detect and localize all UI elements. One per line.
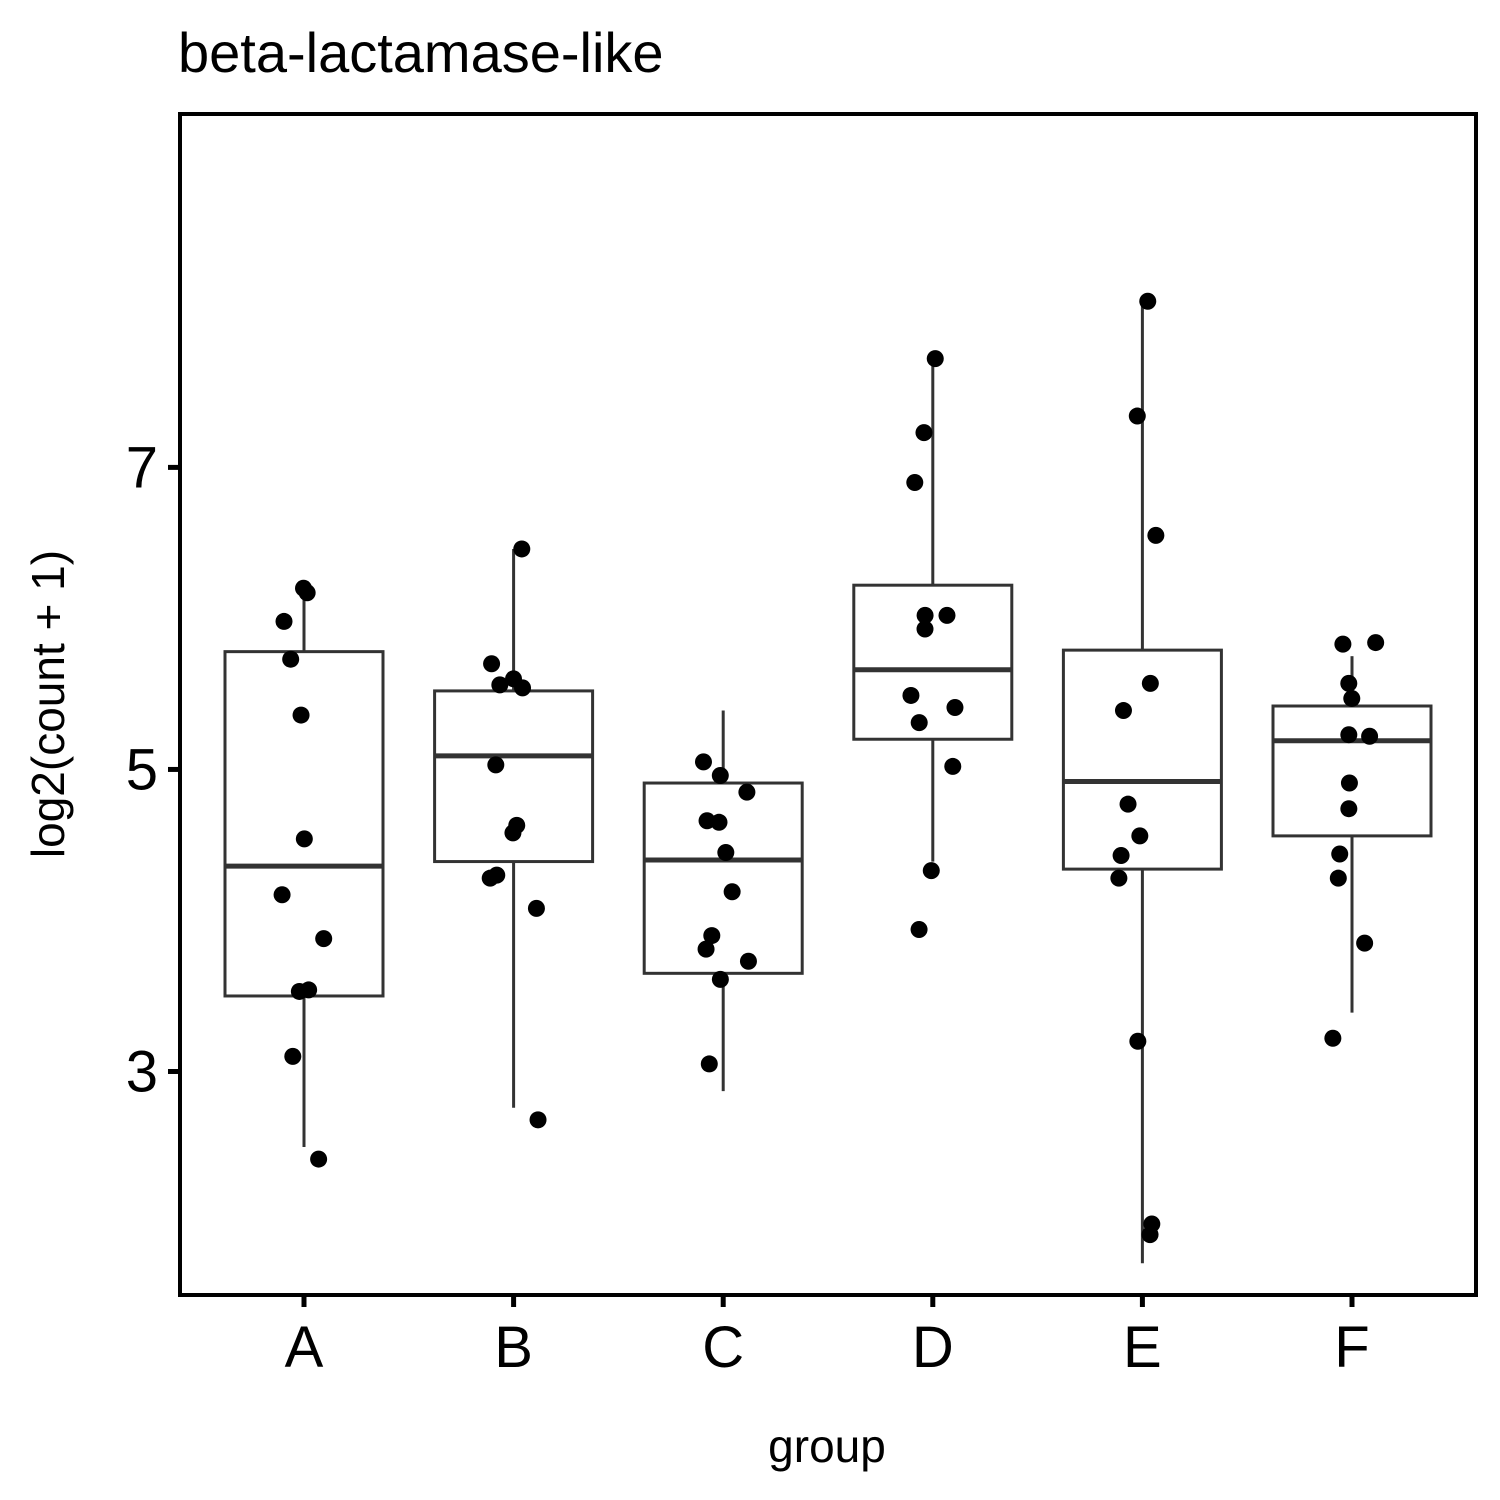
point-e-9 <box>1110 869 1128 887</box>
point-e-3 <box>1147 526 1165 544</box>
point-b-10 <box>481 869 499 887</box>
point-a-2 <box>298 584 316 602</box>
point-f-10 <box>1329 869 1347 887</box>
point-f-11 <box>1356 934 1374 952</box>
x-axis-label: group <box>768 1420 886 1472</box>
box-d <box>852 583 1014 741</box>
point-d-4 <box>938 606 956 624</box>
point-b-5 <box>514 679 532 697</box>
y-tick-label-7: 7 <box>126 435 158 500</box>
point-a-5 <box>292 706 310 724</box>
point-e-2 <box>1128 407 1146 425</box>
point-d-8 <box>946 699 964 717</box>
point-f-6 <box>1361 727 1379 745</box>
point-c-6 <box>717 844 735 862</box>
point-a-10 <box>290 982 308 1000</box>
point-c-10 <box>739 952 757 970</box>
y-axis: 3 5 7 <box>126 435 180 1104</box>
point-d-1 <box>926 350 944 368</box>
point-c-11 <box>711 970 729 988</box>
point-b-11 <box>527 899 545 917</box>
point-d-9 <box>910 714 928 732</box>
point-a-3 <box>275 612 293 630</box>
point-b-2 <box>483 655 501 673</box>
x-tick-label-a: A <box>285 1315 324 1380</box>
point-b-4 <box>491 676 509 694</box>
point-c-8 <box>703 927 721 945</box>
point-c-12 <box>700 1055 718 1073</box>
point-e-1 <box>1139 292 1157 310</box>
box-a <box>223 650 385 998</box>
point-c-3 <box>738 783 756 801</box>
point-e-12 <box>1141 1226 1159 1244</box>
x-axis: A B C D E F <box>285 1295 1370 1380</box>
point-f-5 <box>1340 726 1358 744</box>
point-a-4 <box>282 650 300 668</box>
x-tick-label-e: E <box>1123 1315 1162 1380</box>
point-b-1 <box>513 540 531 558</box>
point-f-12 <box>1324 1029 1342 1047</box>
point-b-6 <box>487 756 505 774</box>
point-c-7 <box>723 883 741 901</box>
point-c-2 <box>711 766 729 784</box>
point-f-9 <box>1331 845 1349 863</box>
point-f-3 <box>1340 674 1358 692</box>
x-tick-label-b: B <box>494 1315 533 1380</box>
box-b <box>433 689 595 864</box>
point-d-2 <box>915 424 933 442</box>
x-tick-label-f: F <box>1334 1315 1369 1380</box>
plot-content <box>223 292 1433 1264</box>
point-d-11 <box>922 862 940 880</box>
point-d-6 <box>916 620 934 638</box>
point-e-7 <box>1131 827 1149 845</box>
point-f-7 <box>1340 774 1358 792</box>
point-c-1 <box>694 753 712 771</box>
x-tick-label-d: D <box>912 1315 954 1380</box>
y-tick-label-3: 3 <box>126 1039 158 1104</box>
chart-title: beta-lactamase-like <box>178 21 664 84</box>
x-tick-label-c: C <box>702 1315 744 1380</box>
y-axis-label: log2(count + 1) <box>22 550 74 858</box>
point-c-5 <box>710 813 728 831</box>
point-d-7 <box>902 686 920 704</box>
point-f-4 <box>1343 689 1361 707</box>
point-f-1 <box>1367 634 1385 652</box>
box-c <box>642 781 804 975</box>
point-d-10 <box>944 757 962 775</box>
point-f-8 <box>1340 800 1358 818</box>
point-a-7 <box>273 886 291 904</box>
point-e-4 <box>1141 674 1159 692</box>
y-tick-label-5: 5 <box>126 737 158 802</box>
point-b-12 <box>529 1111 547 1129</box>
point-e-10 <box>1129 1032 1147 1050</box>
point-a-6 <box>295 830 313 848</box>
point-e-6 <box>1119 795 1137 813</box>
point-e-5 <box>1114 702 1132 720</box>
point-c-9 <box>697 940 715 958</box>
point-b-8 <box>504 824 522 842</box>
point-a-11 <box>284 1047 302 1065</box>
point-a-8 <box>315 930 333 948</box>
point-d-5 <box>916 606 934 624</box>
point-a-12 <box>310 1150 328 1168</box>
point-e-8 <box>1112 847 1130 865</box>
point-d-12 <box>910 921 928 939</box>
point-d-3 <box>906 473 924 491</box>
plot-frame <box>178 112 1478 1297</box>
point-f-2 <box>1334 635 1352 653</box>
